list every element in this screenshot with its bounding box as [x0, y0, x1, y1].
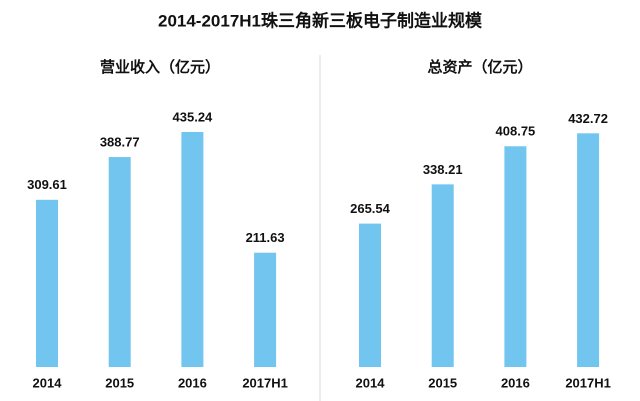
data-label: 435.24	[173, 109, 214, 124]
data-label: 309.61	[27, 177, 67, 192]
data-label: 265.54	[350, 201, 391, 216]
chart-subtitle: 营业收入（亿元）	[100, 58, 220, 76]
data-label: 211.63	[246, 230, 285, 245]
x-tick-label: 2014	[356, 375, 386, 390]
x-tick-label: 2015	[105, 375, 134, 390]
bar	[577, 133, 600, 367]
bar	[359, 223, 381, 367]
bar	[181, 131, 204, 367]
data-label: 408.75	[496, 124, 536, 139]
bar	[431, 184, 454, 367]
x-tick-label: 2016	[178, 375, 207, 390]
page-title: 2014-2017H1珠三角新三板电子制造业规模	[158, 10, 483, 30]
bar	[254, 252, 277, 367]
x-tick-label: 2015	[428, 375, 457, 390]
data-label: 338.21	[423, 162, 463, 177]
data-label: 388.77	[100, 135, 140, 150]
x-tick-label: 2016	[501, 375, 530, 390]
x-tick-label: 2014	[33, 375, 63, 390]
bar	[108, 157, 131, 367]
x-tick-label: 2017H1	[242, 375, 288, 390]
bar	[36, 199, 58, 367]
data-label: 432.72	[568, 111, 608, 126]
chart-subtitle: 总资产（亿元）	[427, 58, 532, 76]
x-tick-label: 2017H1	[565, 375, 611, 390]
bar	[504, 146, 527, 367]
